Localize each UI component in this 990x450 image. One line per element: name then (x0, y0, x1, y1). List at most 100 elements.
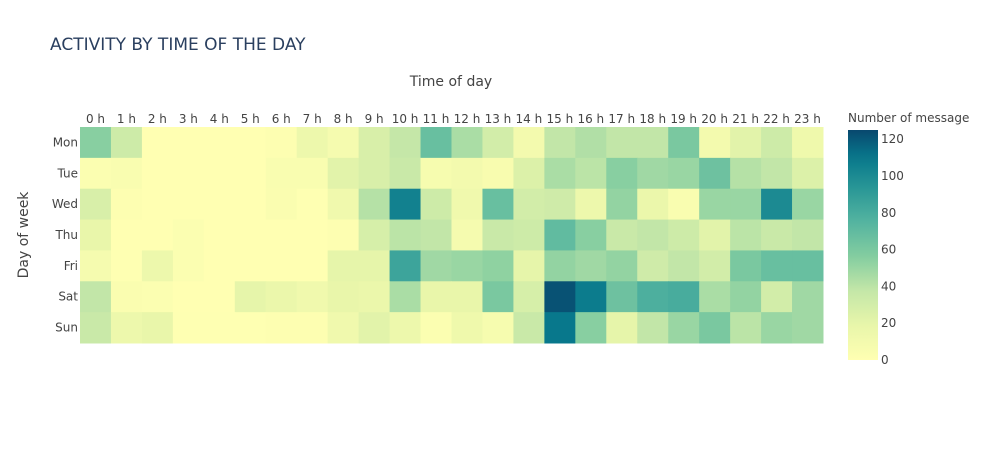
heatmap-cell (141, 188, 174, 221)
heatmap-cell (544, 157, 576, 190)
heatmap-cell (110, 250, 143, 282)
heatmap-cell (606, 157, 638, 190)
heatmap-cell (265, 127, 298, 159)
heatmap-cell (513, 188, 545, 221)
colorbar-tick-labels: 0 20 40 60 80 100 120 (881, 132, 904, 367)
heatmap-cell (234, 281, 267, 313)
heatmap-cell (513, 157, 545, 190)
heatmap-cell (110, 157, 143, 190)
heatmap-cell (265, 188, 298, 221)
heatmap-cell (451, 127, 483, 159)
x-tick-label: 8 h (334, 112, 353, 126)
heatmap-cell (730, 312, 762, 344)
heatmap-cell (296, 250, 329, 282)
heatmap-cell (358, 127, 391, 159)
heatmap-cell (730, 281, 762, 313)
heatmap-cell (358, 281, 391, 313)
heatmap-cell (451, 250, 483, 282)
heatmap-cell (203, 188, 236, 221)
x-tick-label: 6 h (272, 112, 291, 126)
heatmap-cell (296, 188, 329, 221)
heatmap-cell (80, 312, 112, 344)
heatmap-cell (234, 250, 267, 282)
heatmap-cell (327, 157, 360, 190)
heatmap-cell (110, 281, 143, 313)
heatmap-cell (265, 219, 298, 251)
colorbar (848, 130, 878, 360)
colorbar-tick-label: 20 (881, 316, 896, 330)
heatmap-cell (544, 127, 576, 159)
heatmap-cell (265, 250, 298, 282)
heatmap-cell (327, 312, 360, 344)
y-tick-label: Tue (57, 166, 79, 180)
heatmap-cell (234, 157, 267, 190)
heatmap-cell (699, 312, 731, 344)
heatmap-cell (761, 281, 793, 313)
heatmap-cell (668, 312, 700, 344)
heatmap-cell (761, 219, 793, 251)
heatmap-cell (203, 157, 236, 190)
heatmap-cell (730, 127, 762, 159)
x-tick-label: 7 h (303, 112, 322, 126)
heatmap-cell (296, 281, 329, 313)
heatmap-cell (668, 219, 700, 251)
heatmap-cell (637, 157, 669, 190)
x-tick-label: 15 h (546, 112, 573, 126)
heatmap-cell (389, 127, 422, 159)
heatmap-cell (141, 219, 174, 251)
heatmap-cell (606, 219, 638, 251)
heatmap-cell (110, 188, 143, 221)
heatmap-cell (513, 219, 545, 251)
y-tick-label: Thu (54, 228, 78, 242)
y-tick-label: Mon (53, 135, 78, 149)
x-tick-label: 16 h (577, 112, 604, 126)
heatmap-cell (80, 157, 112, 190)
heatmap-cell (575, 157, 607, 190)
heatmap-cell (420, 157, 452, 190)
heatmap-cell (234, 127, 267, 159)
colorbar-tick-label: 0 (881, 353, 889, 367)
heatmap-cell (203, 312, 236, 344)
x-tick-label: 23 h (794, 112, 821, 126)
heatmap-cell (141, 312, 174, 344)
heatmap-cell (699, 281, 731, 313)
heatmap-cell (575, 188, 607, 221)
heatmap-cell (761, 312, 793, 344)
heatmap-cell (451, 188, 483, 221)
heatmap-cell (358, 250, 391, 282)
heatmap-cell (172, 312, 205, 344)
heatmap-cell (668, 250, 700, 282)
heatmap-cell (730, 219, 762, 251)
heatmap-cell (730, 188, 762, 221)
y-axis-title: Day of week (16, 191, 32, 279)
colorbar-tick-label: 80 (881, 206, 896, 220)
heatmap-cell (203, 250, 236, 282)
heatmap-cell (544, 188, 576, 221)
heatmap-cell (575, 281, 607, 313)
heatmap-cell (761, 188, 793, 221)
heatmap-cells (80, 127, 824, 344)
x-tick-label: 18 h (639, 112, 666, 126)
heatmap-cell (451, 312, 483, 344)
heatmap-cell (761, 250, 793, 282)
y-tick-labels: Mon Tue Wed Thu Fri Sat Sun (52, 135, 78, 334)
heatmap-cell (513, 312, 545, 344)
heatmap-cell (451, 219, 483, 251)
heatmap-cell (792, 281, 824, 313)
heatmap-cell (544, 219, 576, 251)
heatmap-cell (637, 188, 669, 221)
heatmap-cell (327, 188, 360, 221)
heatmap-cell (544, 312, 576, 344)
heatmap-cell (792, 250, 824, 282)
x-tick-label: 3 h (179, 112, 198, 126)
heatmap-cell (761, 127, 793, 159)
heatmap-cell (637, 250, 669, 282)
x-tick-label: 21 h (732, 112, 759, 126)
heatmap-cell (172, 250, 205, 282)
heatmap-cell (265, 312, 298, 344)
heatmap-cell (606, 312, 638, 344)
heatmap-cell (327, 281, 360, 313)
x-tick-label: 22 h (763, 112, 790, 126)
heatmap-cell (172, 127, 205, 159)
